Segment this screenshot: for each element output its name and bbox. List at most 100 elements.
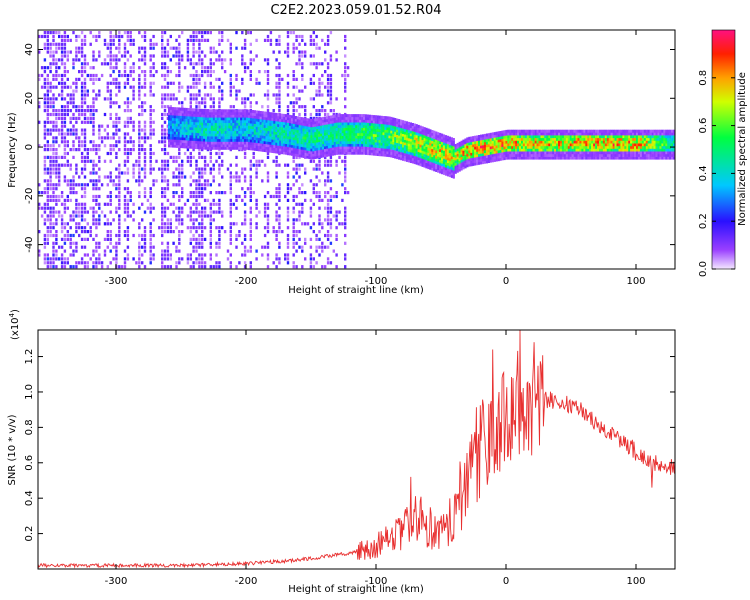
spectrogram-noise-cell	[98, 167, 101, 171]
spectrogram-noise-cell	[129, 120, 132, 124]
spectrogram-signal-cell	[277, 121, 280, 125]
spectrogram-signal-cell	[444, 145, 448, 149]
spectrogram-signal-cell	[261, 148, 264, 152]
spectrogram-noise-cell	[123, 230, 127, 234]
spectrogram-signal-cell	[226, 125, 229, 129]
spectrogram-signal-cell	[189, 110, 192, 114]
spectrogram-noise-cell	[46, 261, 49, 265]
spectrogram-signal-cell	[226, 146, 229, 150]
spectrogram-signal-cell	[442, 171, 446, 175]
spectrogram-noise-cell	[132, 171, 135, 175]
spectrogram-signal-cell	[361, 146, 364, 150]
spectrogram-signal-cell	[400, 127, 403, 131]
spectrogram-noise-cell	[80, 237, 84, 241]
spectrogram-noise-cell	[181, 191, 184, 195]
spectrogram-noise-cell	[344, 70, 347, 74]
spectrogram-noise-cell	[38, 183, 41, 187]
spectrogram-signal-cell	[394, 134, 397, 138]
spectrogram-noise-cell	[63, 155, 67, 159]
spectrogram-noise-cell	[169, 265, 172, 269]
spectrogram-signal-cell	[290, 128, 294, 132]
spectrogram-signal-cell	[177, 128, 180, 132]
spectrogram-signal-cell	[214, 125, 217, 129]
spectrogram-signal-cell	[292, 123, 295, 127]
spectrogram-signal-cell	[281, 137, 284, 141]
spectrogram-signal-cell	[207, 117, 210, 121]
spectrogram-noise-cell	[55, 265, 58, 269]
spectrogram-signal-cell	[335, 146, 338, 150]
spectrogram-noise-cell	[243, 179, 247, 183]
spectrogram-noise-cell	[172, 202, 175, 206]
spectrogram-noise-cell	[169, 218, 172, 222]
spectrogram-noise-cell	[335, 191, 338, 195]
spectrogram-signal-cell	[314, 121, 317, 125]
spectrogram-signal-cell	[388, 132, 391, 136]
spectrogram-signal-cell	[327, 123, 331, 127]
spectrogram-noise-cell	[46, 194, 49, 199]
spectrogram-signal-cell	[283, 124, 286, 128]
spectrogram-signal-cell	[351, 116, 354, 120]
spectrogram-noise-cell	[112, 179, 115, 183]
spectrogram-noise-cell	[89, 179, 92, 183]
spectrogram-noise-cell	[55, 187, 58, 191]
spectrogram-signal-cell	[263, 143, 266, 147]
spectrogram-noise-cell	[324, 159, 327, 163]
spectrogram-signal-cell	[384, 132, 387, 136]
spectrogram-noise-cell	[335, 214, 338, 218]
spectrogram-noise-cell	[161, 31, 164, 35]
spectrogram-noise-cell	[161, 42, 164, 46]
spectrogram-noise-cell	[212, 210, 215, 214]
spectrogram-noise-cell	[66, 261, 69, 265]
spectrogram-noise-cell	[292, 230, 295, 234]
spectrogram-signal-cell	[216, 111, 219, 115]
spectrogram-noise-cell	[152, 42, 155, 46]
spectrogram-signal-cell	[407, 127, 410, 131]
spectrogram-noise-cell	[309, 97, 313, 101]
spectrogram-signal-cell	[183, 129, 186, 133]
spectrogram-noise-cell	[143, 245, 147, 249]
spectrogram-noise-cell	[92, 222, 95, 226]
spectrogram-signal-cell	[285, 138, 288, 142]
spectrogram-signal-cell	[320, 128, 323, 131]
spectrogram-noise-cell	[181, 230, 184, 234]
spectrogram-noise-cell	[103, 253, 107, 257]
spectrogram-noise-cell	[89, 226, 92, 230]
spectrogram-signal-cell	[349, 149, 352, 152]
spectrogram-signal-cell	[203, 135, 206, 139]
spectrogram-signal-cell	[220, 120, 223, 123]
spectrogram-noise-cell	[209, 62, 212, 66]
spectrogram-signal-cell	[411, 128, 414, 132]
spectrogram-noise-cell	[118, 233, 121, 238]
spectrogram-signal-cell	[261, 113, 264, 117]
spectrogram-noise-cell	[198, 187, 201, 191]
spectrogram-noise-cell	[80, 73, 84, 78]
spectrogram-signal-cell	[232, 111, 235, 115]
spectrogram-noise-cell	[249, 179, 252, 183]
spectrogram-noise-cell	[292, 175, 295, 179]
spectrogram-noise-cell	[149, 105, 152, 109]
spectrogram-signal-cell	[240, 109, 243, 113]
spectrogram-signal-cell	[185, 110, 188, 114]
spectrogram-signal-cell	[327, 142, 331, 146]
spectrogram-signal-cell	[267, 146, 270, 150]
spectrogram-noise-cell	[112, 124, 115, 128]
spectrogram-signal-cell	[212, 122, 216, 126]
spectrogram-noise-cell	[312, 167, 315, 171]
spectrogram-signal-cell	[265, 122, 268, 126]
spectrogram-noise-cell	[278, 38, 281, 42]
spectrogram-noise-cell	[143, 155, 147, 159]
spectrogram-signal-cell	[400, 133, 403, 137]
spectrogram-noise-cell	[344, 77, 347, 81]
spectrogram-noise-cell	[335, 265, 338, 269]
spectrogram-signal-cell	[216, 120, 219, 123]
spectrogram-noise-cell	[138, 93, 141, 97]
spectrogram-noise-cell	[109, 62, 112, 66]
spectrogram-noise-cell	[55, 151, 58, 156]
spectrogram-signal-cell	[246, 111, 249, 115]
spectrogram-noise-cell	[195, 105, 198, 109]
spectrogram-signal-cell	[441, 133, 444, 137]
spectrogram-noise-cell	[69, 120, 72, 124]
spectrogram-noise-cell	[72, 97, 75, 101]
spectrogram-noise-cell	[115, 151, 118, 156]
spectrogram-noise-cell	[58, 34, 61, 39]
